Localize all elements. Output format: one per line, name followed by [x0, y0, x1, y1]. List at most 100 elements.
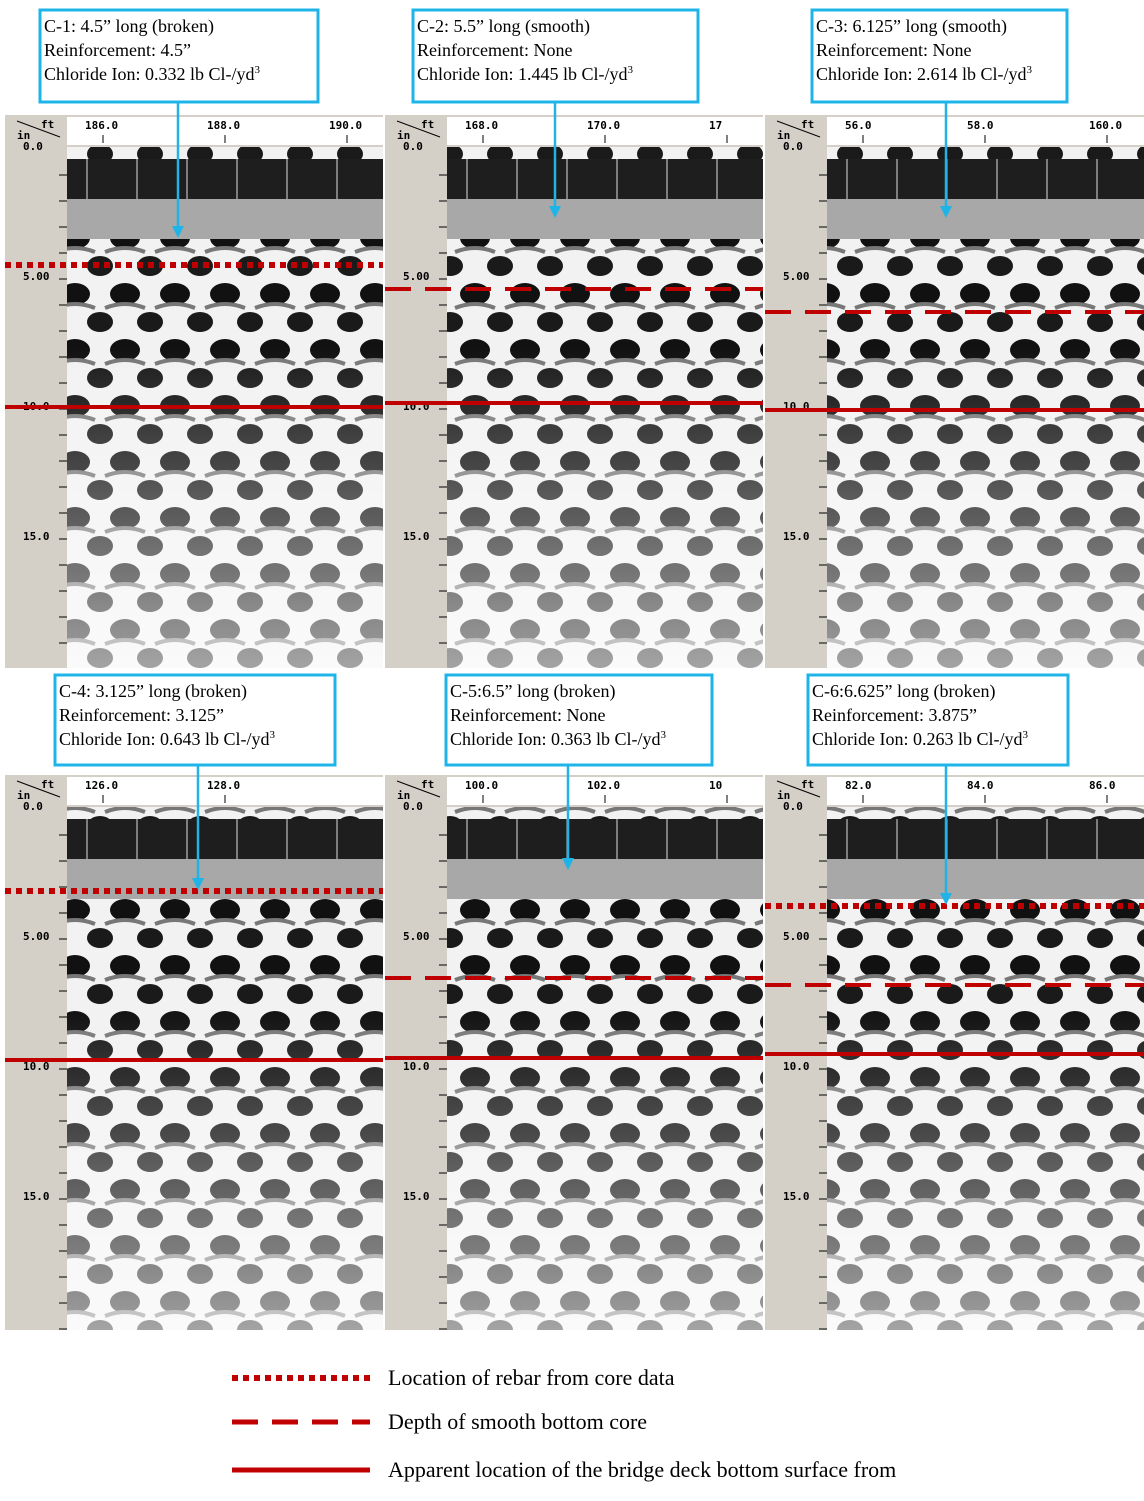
x-unit: ft	[41, 778, 54, 791]
callout-text: Reinforcement: 3.125”	[59, 705, 224, 725]
y-tick-label: 5.00	[23, 270, 50, 283]
legend-label: Apparent location of the bridge deck bot…	[388, 1457, 896, 1482]
x-tick-label: 168.0	[465, 119, 498, 132]
y-tick-label: 10.0	[23, 1060, 50, 1073]
callout-line: C-4: 3.125” long (broken)	[59, 681, 247, 702]
scan-fade	[447, 347, 763, 668]
callout-line: Reinforcement: None	[816, 40, 971, 60]
x-unit: ft	[801, 778, 814, 791]
unit-divider	[16, 780, 61, 798]
surface-band	[67, 819, 383, 859]
x-tick-label: 82.0	[845, 779, 872, 792]
callout-arrowhead	[172, 226, 184, 238]
y-unit: in	[17, 789, 30, 802]
x-tick-label: 100.0	[465, 779, 498, 792]
legend-label: Location of rebar from core data	[388, 1365, 675, 1390]
scan-fade	[447, 1007, 763, 1330]
callout-text: Chloride Ion: 1.445 lb Cl-/yd3	[417, 64, 634, 84]
callout-text: Chloride Ion: 0.363 lb Cl-/yd3	[450, 729, 667, 749]
callout-arrowhead	[562, 858, 574, 870]
callout-line: C-5:6.5” long (broken)	[450, 681, 615, 702]
y-tick-label: 15.0	[403, 530, 430, 543]
y-tick-label: 0.0	[783, 140, 803, 153]
surface-band	[827, 159, 1144, 199]
surface-band	[447, 819, 763, 859]
callout-text: Reinforcement: None	[417, 40, 572, 60]
callout-sup: 3	[255, 64, 261, 76]
x-tick-label: 84.0	[967, 779, 994, 792]
callout-line: C-1: 4.5” long (broken)	[44, 16, 214, 37]
x-tick-label: 102.0	[587, 779, 620, 792]
surface-band	[827, 819, 1144, 859]
x-tick-label: 128.0	[207, 779, 240, 792]
x-unit: ft	[801, 118, 814, 131]
x-tick-label: 17	[709, 119, 722, 132]
y-tick-label: 5.00	[403, 930, 430, 943]
unit-divider	[776, 120, 821, 138]
callout-arrowhead	[549, 206, 561, 218]
y-tick-label: 15.0	[23, 530, 50, 543]
callout-sup: 3	[270, 729, 276, 741]
y-unit: in	[777, 789, 790, 802]
callout-sup: 3	[1027, 64, 1033, 76]
scan-fade	[827, 1007, 1144, 1330]
x-tick-label: 170.0	[587, 119, 620, 132]
unit-divider	[16, 120, 61, 138]
x-unit: ft	[421, 118, 434, 131]
callout-text: Chloride Ion: 0.643 lb Cl-/yd3	[59, 729, 276, 749]
callout-line: Reinforcement: 4.5”	[44, 40, 191, 60]
callout-box	[53, 673, 337, 767]
callout-text: C-4: 3.125” long (broken)	[59, 681, 247, 702]
y-unit: in	[17, 129, 30, 142]
y-tick-label: 10.0	[403, 1060, 430, 1073]
callout-line: Reinforcement: 3.125”	[59, 705, 224, 725]
callout-line: Chloride Ion: 0.332 lb Cl-/yd	[44, 64, 255, 84]
callout-line: Chloride Ion: 1.445 lb Cl-/yd	[417, 64, 628, 84]
surface-band	[447, 159, 763, 199]
y-tick-label: 15.0	[403, 1190, 430, 1203]
x-tick-label: 188.0	[207, 119, 240, 132]
callout-line: Reinforcement: None	[417, 40, 572, 60]
callout-text: Chloride Ion: 0.263 lb Cl-/yd3	[812, 729, 1029, 749]
callout-text: Chloride Ion: 0.332 lb Cl-/yd3	[44, 64, 261, 84]
callout-text: Reinforcement: 3.875”	[812, 705, 977, 725]
x-tick-label: 126.0	[85, 779, 118, 792]
callout-arrowhead	[192, 878, 204, 890]
surface-gray	[827, 859, 1144, 899]
surface-gray	[67, 199, 383, 239]
y-tick-label: 0.0	[23, 800, 43, 813]
y-tick-label: 5.00	[403, 270, 430, 283]
callout-text: C-1: 4.5” long (broken)	[44, 16, 214, 37]
y-unit: in	[777, 129, 790, 142]
surface-band	[67, 159, 383, 199]
x-tick-label: 160.0	[1089, 119, 1122, 132]
callout-box	[806, 673, 1070, 767]
x-tick-label: 186.0	[85, 119, 118, 132]
surface-gray	[827, 199, 1144, 239]
unit-divider	[776, 780, 821, 798]
scan-fade	[67, 347, 383, 668]
x-unit: ft	[41, 118, 54, 131]
y-tick-label: 10.0	[783, 1060, 810, 1073]
callout-text: C-6:6.625” long (broken)	[812, 681, 995, 702]
callout-text: Reinforcement: 4.5”	[44, 40, 191, 60]
y-tick-label: 0.0	[403, 140, 423, 153]
unit-divider	[396, 120, 441, 138]
callout-text: C-3: 6.125” long (smooth)	[816, 16, 1007, 37]
y-unit: in	[397, 789, 410, 802]
callout-text: Reinforcement: None	[816, 40, 971, 60]
callout-line: Reinforcement: None	[450, 705, 605, 725]
y-unit: in	[397, 129, 410, 142]
callout-line: Chloride Ion: 0.643 lb Cl-/yd	[59, 729, 270, 749]
callout-line: Chloride Ion: 0.263 lb Cl-/yd	[812, 729, 1023, 749]
callout-line: C-3: 6.125” long (smooth)	[816, 16, 1007, 37]
callout-box	[411, 8, 700, 104]
callout-line: Chloride Ion: 2.614 lb Cl-/yd	[816, 64, 1027, 84]
y-tick-label: 15.0	[783, 1190, 810, 1203]
callout-text: Chloride Ion: 2.614 lb Cl-/yd3	[816, 64, 1033, 84]
scan-fade	[67, 1007, 383, 1330]
callout-text: C-5:6.5” long (broken)	[450, 681, 615, 702]
callout-line: C-2: 5.5” long (smooth)	[417, 16, 590, 37]
callout-box	[444, 673, 714, 767]
